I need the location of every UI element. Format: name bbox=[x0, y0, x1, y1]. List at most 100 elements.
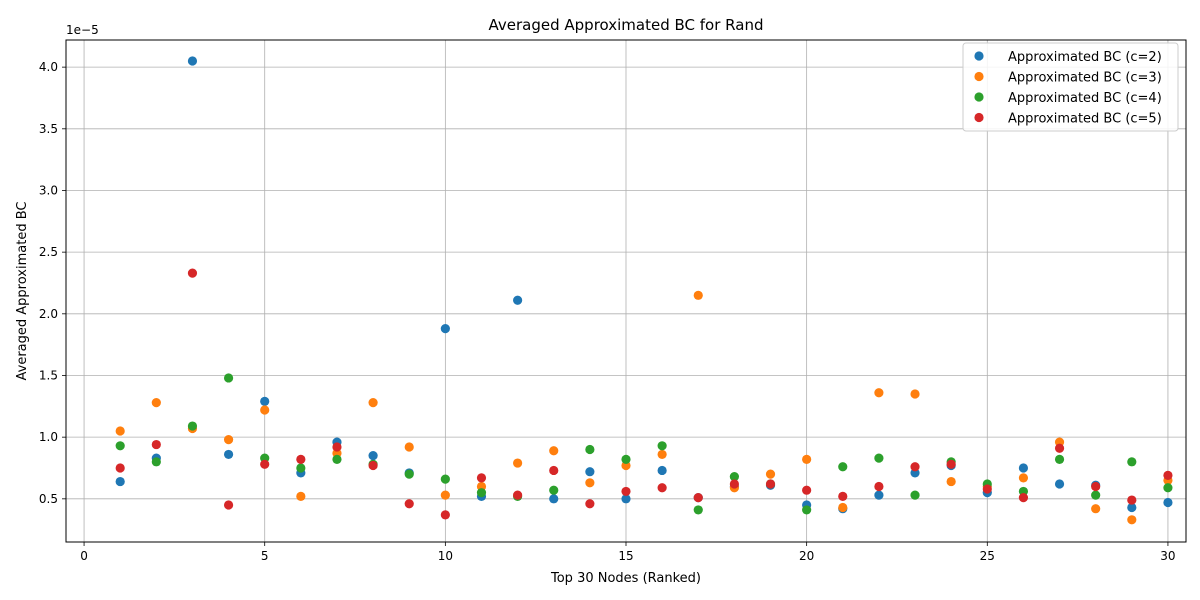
data-point-series-1 bbox=[585, 467, 595, 477]
data-point-series-4 bbox=[621, 486, 631, 497]
legend-marker-series-4 bbox=[974, 112, 984, 123]
data-point-series-4 bbox=[151, 439, 161, 450]
legend-label-series-2: Approximated BC (c=3) bbox=[1008, 71, 1162, 86]
data-point-series-3 bbox=[296, 463, 306, 473]
data-point-series-1 bbox=[1018, 463, 1029, 473]
data-point-series-4 bbox=[476, 473, 487, 483]
y-tick-label: 1.5 bbox=[39, 368, 58, 382]
data-point-series-3 bbox=[332, 454, 342, 464]
y-tick-label: 2.5 bbox=[39, 245, 58, 259]
data-point-series-4 bbox=[440, 510, 450, 520]
data-point-series-3 bbox=[621, 454, 631, 464]
data-point-series-1 bbox=[260, 396, 270, 406]
axis-ticks: 0 5 10 15 20 25 30 0.5 1.0 1.5 2.0 2.5 3.0 3.5 4.0 bbox=[39, 60, 1176, 563]
data-point-series-2 bbox=[910, 389, 920, 399]
data-point-series-2 bbox=[513, 458, 523, 468]
data-point-series-4 bbox=[1054, 443, 1065, 453]
data-point-series-4 bbox=[332, 442, 342, 452]
data-point-series-3 bbox=[585, 444, 595, 455]
y-tick-label: 1.0 bbox=[39, 430, 58, 444]
data-point-series-2 bbox=[585, 478, 595, 488]
data-point-series-3 bbox=[440, 474, 450, 484]
x-tick-label: 30 bbox=[1160, 549, 1175, 563]
x-tick-label: 10 bbox=[438, 549, 453, 563]
data-point-series-1 bbox=[187, 56, 198, 66]
data-point-series-2 bbox=[404, 442, 414, 452]
data-point-series-4 bbox=[982, 484, 992, 494]
data-point-series-2 bbox=[802, 454, 812, 464]
data-point-series-4 bbox=[693, 492, 703, 503]
data-point-series-3 bbox=[187, 421, 198, 431]
legend-marker-series-2 bbox=[974, 71, 984, 82]
data-point-series-2 bbox=[223, 435, 234, 445]
data-point-series-3 bbox=[404, 469, 414, 479]
data-point-series-4 bbox=[223, 500, 234, 510]
data-point-series-1 bbox=[874, 490, 884, 500]
y-tick-label: 3.0 bbox=[39, 183, 58, 197]
data-point-series-2 bbox=[260, 405, 270, 415]
data-point-series-4 bbox=[1163, 470, 1173, 480]
grid bbox=[66, 40, 1186, 542]
data-point-series-2 bbox=[1018, 473, 1029, 483]
data-point-series-4 bbox=[115, 463, 125, 473]
data-point-series-1 bbox=[223, 449, 234, 460]
x-tick-label: 15 bbox=[618, 549, 633, 563]
data-point-series-4 bbox=[765, 479, 776, 489]
data-point-series-1 bbox=[440, 324, 450, 334]
data-point-series-4 bbox=[729, 479, 739, 489]
data-point-series-2 bbox=[115, 426, 125, 436]
data-point-series-2 bbox=[946, 476, 956, 487]
x-tick-label: 20 bbox=[799, 549, 814, 563]
data-point-series-4 bbox=[296, 454, 306, 464]
data-point-series-4 bbox=[585, 499, 595, 509]
x-tick-label: 25 bbox=[980, 549, 995, 563]
data-point-series-3 bbox=[1127, 457, 1137, 467]
y-tick-label: 4.0 bbox=[39, 60, 58, 74]
data-point-series-2 bbox=[1091, 504, 1101, 514]
data-point-series-1 bbox=[549, 494, 559, 504]
data-point-series-4 bbox=[549, 465, 559, 476]
data-point-series-1 bbox=[513, 295, 523, 305]
data-point-series-4 bbox=[1127, 495, 1137, 505]
data-point-series-1 bbox=[115, 476, 125, 487]
data-point-series-2 bbox=[1127, 515, 1137, 525]
data-point-series-4 bbox=[874, 481, 884, 492]
data-point-series-4 bbox=[1018, 492, 1029, 503]
y-tick-label: 3.5 bbox=[39, 122, 58, 136]
data-point-series-3 bbox=[151, 457, 161, 467]
data-point-series-4 bbox=[946, 459, 956, 469]
data-point-series-1 bbox=[1127, 502, 1137, 513]
data-point-series-4 bbox=[1091, 481, 1101, 492]
x-tick-label: 5 bbox=[261, 549, 269, 563]
data-point-series-3 bbox=[838, 462, 848, 472]
data-point-series-2 bbox=[765, 469, 776, 479]
legend-box bbox=[962, 42, 1179, 132]
data-point-series-3 bbox=[1054, 454, 1065, 464]
data-point-series-2 bbox=[151, 398, 161, 408]
data-point-series-2 bbox=[296, 491, 306, 501]
legend-label-series-3: Approximated BC (c=4) bbox=[1008, 91, 1162, 106]
data-point-series-3 bbox=[729, 472, 739, 482]
data-point-series-4 bbox=[838, 491, 848, 501]
data-point-series-2 bbox=[838, 502, 848, 513]
data-point-series-4 bbox=[404, 499, 414, 509]
legend: Approximated BC (c=2) Approximated BC (c=… bbox=[962, 42, 1179, 132]
data-point-series-4 bbox=[187, 268, 198, 278]
data-point-series-3 bbox=[802, 505, 812, 515]
data-point-series-3 bbox=[657, 441, 667, 451]
y-tick-label: 2.0 bbox=[39, 307, 58, 321]
data-point-series-4 bbox=[910, 462, 920, 472]
data-point-series-2 bbox=[440, 490, 450, 500]
data-point-series-2 bbox=[549, 446, 559, 456]
y-axis-multiplier: 1e−5 bbox=[66, 23, 99, 37]
data-point-series-4 bbox=[368, 460, 378, 471]
data-point-series-3 bbox=[476, 488, 487, 498]
data-point-series-1 bbox=[621, 494, 631, 504]
data-point-series-3 bbox=[910, 490, 920, 500]
data-point-series-3 bbox=[549, 485, 559, 495]
legend-marker-series-3 bbox=[974, 92, 984, 102]
data-point-series-2 bbox=[657, 449, 667, 460]
data-point-series-2 bbox=[368, 398, 378, 408]
data-point-series-2 bbox=[874, 388, 884, 398]
